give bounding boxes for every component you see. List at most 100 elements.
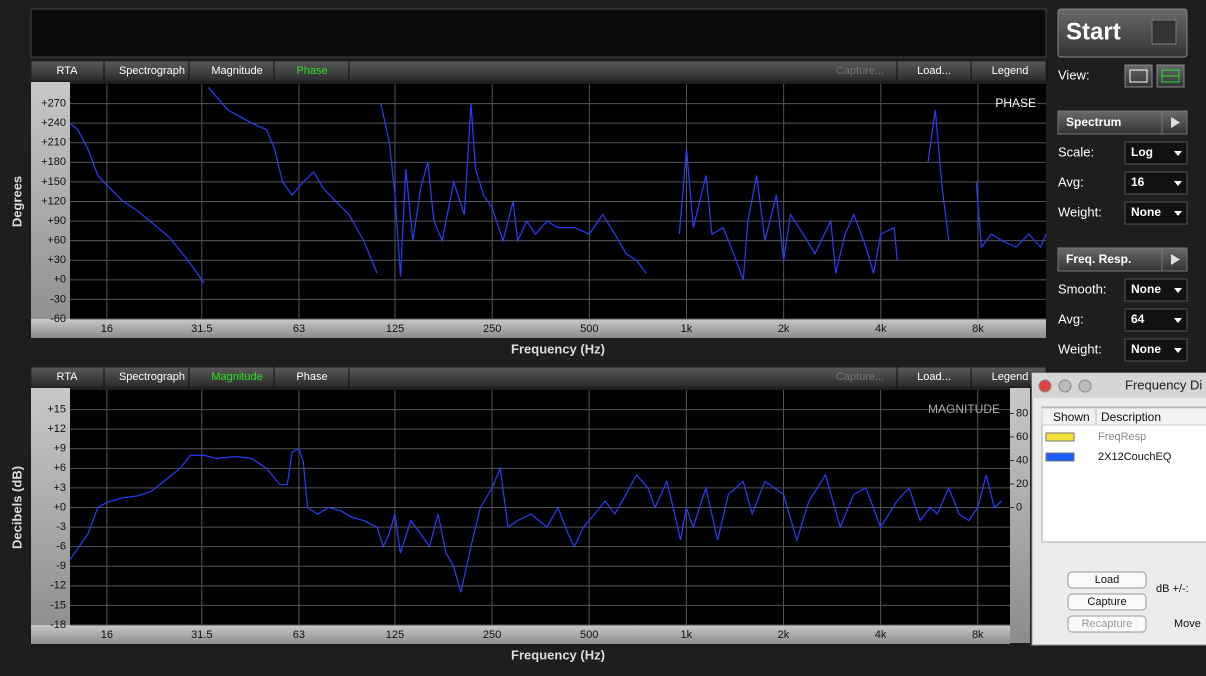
y-tick-label: +60 — [47, 235, 66, 247]
y-tick-label: +270 — [41, 97, 66, 109]
dropdown[interactable] — [1124, 278, 1188, 302]
dropdown[interactable] — [1124, 141, 1188, 165]
y-tick-label: +0 — [53, 501, 66, 513]
x-axis-label: Frequency (Hz) — [511, 647, 605, 662]
tab-label[interactable]: Load... — [917, 371, 951, 383]
dialog-button[interactable] — [1067, 615, 1147, 633]
y-axis-label: Degrees — [9, 176, 24, 227]
y-tick-label: -30 — [50, 293, 66, 305]
view-label: View: — [1058, 67, 1090, 82]
axis-band-left — [31, 388, 70, 643]
db-label: dB +/-: — [1156, 583, 1189, 595]
y-tick-label: +240 — [41, 117, 66, 129]
setting-label: Avg: — [1058, 311, 1084, 326]
x-tick-label: 8k — [972, 629, 984, 641]
y-tick-label: +180 — [41, 156, 66, 168]
y2-tick-label: 80 — [1016, 407, 1028, 419]
y-tick-label: +30 — [47, 254, 66, 266]
x-tick-label: 16 — [101, 629, 113, 641]
dropdown-value: None — [1131, 342, 1161, 356]
setting-label: Smooth: — [1058, 281, 1106, 296]
dropdown-arrow — [1174, 211, 1182, 216]
dropdown[interactable] — [1124, 308, 1188, 332]
section-title: Freq. Resp. — [1066, 252, 1131, 266]
legend-table — [1041, 406, 1206, 543]
tab-label[interactable]: Phase — [296, 65, 327, 77]
dropdown-value: None — [1131, 205, 1161, 219]
y2-tick-label: 20 — [1016, 478, 1028, 490]
dropdown-arrow — [1174, 181, 1182, 186]
axis-band-bottom — [31, 625, 1010, 644]
y-tick-label: -60 — [50, 313, 66, 325]
x-tick-label: 63 — [293, 323, 305, 335]
data-line — [69, 86, 1047, 284]
move-label: Move — [1174, 618, 1201, 630]
tab-label[interactable]: Load... — [917, 65, 951, 77]
tab-label[interactable]: Spectrograph — [119, 371, 185, 383]
dropdown-arrow — [1174, 348, 1182, 353]
setting-label: Scale: — [1058, 144, 1094, 159]
x-tick-label: 250 — [483, 323, 501, 335]
y-tick-label: +150 — [41, 176, 66, 188]
setting-label: Avg: — [1058, 174, 1084, 189]
x-tick-label: 63 — [293, 629, 305, 641]
tab-label[interactable]: Capture... — [836, 65, 884, 77]
tab-label[interactable]: Magnitude — [211, 371, 262, 383]
y-tick-label: -18 — [50, 619, 66, 631]
y2-tick-label: 40 — [1016, 454, 1028, 466]
dropdown-arrow — [1174, 318, 1182, 323]
legend-entry: 2X12CouchEQ — [1098, 451, 1172, 463]
dialog-button[interactable] — [1067, 593, 1147, 611]
dropdown-value: 16 — [1131, 175, 1145, 189]
axis-band-bottom — [31, 319, 1046, 338]
window-control[interactable] — [1038, 379, 1052, 393]
tab-label[interactable]: Capture... — [836, 371, 884, 383]
legend-entry: FreqResp — [1098, 431, 1146, 443]
button-label: Capture — [1087, 596, 1126, 608]
x-tick-label: 4k — [875, 629, 887, 641]
dropdown-value: 64 — [1131, 312, 1145, 326]
y-tick-label: +15 — [47, 403, 66, 415]
dropdown[interactable] — [1124, 171, 1188, 195]
y-tick-label: +6 — [53, 462, 66, 474]
dialog-button[interactable] — [1067, 571, 1147, 589]
y-axis-label: Decibels (dB) — [9, 466, 24, 549]
y-tick-label: +120 — [41, 195, 66, 207]
section-arrow — [1171, 117, 1180, 128]
tab-label[interactable]: Legend — [992, 65, 1029, 77]
view-single[interactable] — [1124, 64, 1153, 88]
window-control[interactable] — [1078, 379, 1092, 393]
y2-tick-label: 60 — [1016, 431, 1028, 443]
header-box — [30, 8, 1047, 58]
dropdown[interactable] — [1124, 338, 1188, 362]
tab-label[interactable]: Magnitude — [211, 65, 262, 77]
x-tick-label: 31.5 — [191, 323, 212, 335]
tab-bar — [30, 60, 1047, 82]
dropdown-arrow — [1174, 288, 1182, 293]
tab-label[interactable]: RTA — [57, 65, 79, 77]
tab-label[interactable]: RTA — [57, 371, 79, 383]
data-line — [69, 447, 1003, 593]
tab-label[interactable]: Phase — [296, 371, 327, 383]
x-tick-label: 500 — [580, 629, 598, 641]
tab-label[interactable]: Spectrograph — [119, 65, 185, 77]
dropdown[interactable] — [1124, 201, 1188, 225]
x-tick-label: 125 — [386, 629, 404, 641]
section-arrow — [1171, 254, 1180, 265]
y2-tick-label: 0 — [1016, 501, 1022, 513]
window-control[interactable] — [1058, 379, 1072, 393]
x-axis-label: Frequency (Hz) — [511, 341, 605, 356]
axis-band-left — [31, 82, 70, 337]
y-tick-label: -9 — [56, 560, 66, 572]
start-indicator — [1151, 19, 1177, 45]
tab-label[interactable]: Legend — [992, 371, 1029, 383]
dropdown-arrow — [1174, 151, 1182, 156]
x-tick-label: 250 — [483, 629, 501, 641]
y-tick-label: +12 — [47, 423, 66, 435]
legend-swatch — [1045, 432, 1075, 442]
corner-label: PHASE — [995, 96, 1036, 110]
start-label: Start — [1066, 18, 1121, 45]
dropdown-value: Log — [1131, 145, 1153, 159]
x-tick-label: 2k — [778, 629, 790, 641]
y-tick-label: +0 — [53, 274, 66, 286]
